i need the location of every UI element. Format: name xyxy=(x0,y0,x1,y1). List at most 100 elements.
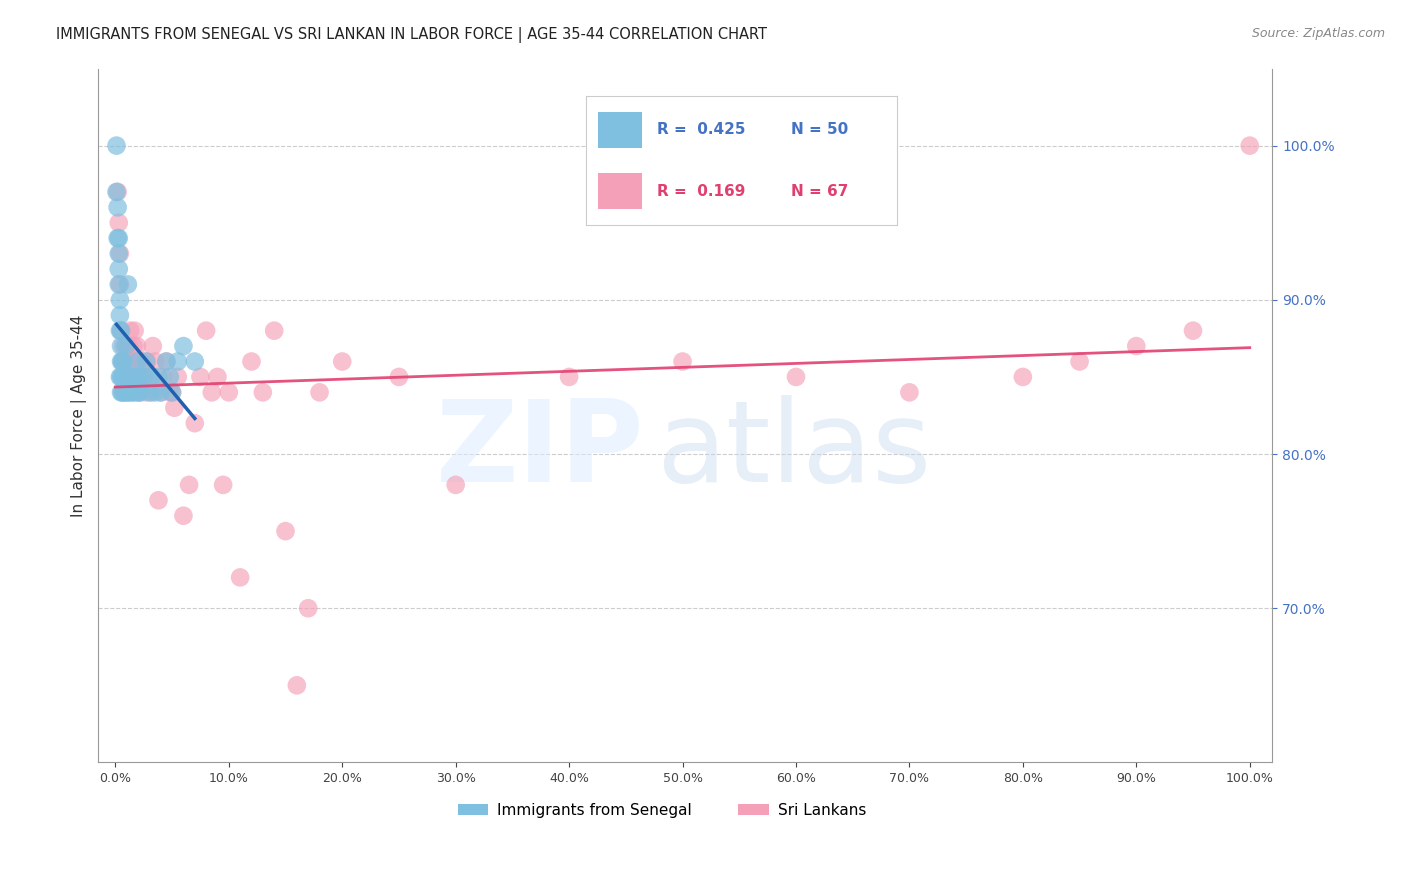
Y-axis label: In Labor Force | Age 35-44: In Labor Force | Age 35-44 xyxy=(72,314,87,516)
Point xyxy=(125,339,148,353)
Point xyxy=(108,293,131,307)
Text: IMMIGRANTS FROM SENEGAL VS SRI LANKAN IN LABOR FORCE | AGE 35-44 CORRELATION CHA: IMMIGRANTS FROM SENEGAL VS SRI LANKAN IN… xyxy=(56,27,768,43)
Point xyxy=(114,354,136,368)
Point xyxy=(172,508,194,523)
Point xyxy=(240,354,263,368)
Point xyxy=(152,370,174,384)
Point xyxy=(108,277,131,292)
Point xyxy=(163,401,186,415)
Point xyxy=(108,370,131,384)
Point xyxy=(785,370,807,384)
Point xyxy=(115,385,138,400)
Point xyxy=(124,324,146,338)
Point xyxy=(177,478,200,492)
Point xyxy=(190,370,212,384)
Point xyxy=(114,339,136,353)
Point xyxy=(195,324,218,338)
Point xyxy=(160,385,183,400)
Point xyxy=(558,370,581,384)
Text: ZIP: ZIP xyxy=(436,394,644,506)
Point xyxy=(149,385,172,400)
Point xyxy=(138,385,160,400)
Point xyxy=(107,231,129,245)
Point xyxy=(135,385,157,400)
Point xyxy=(105,138,128,153)
Point xyxy=(107,277,129,292)
Point xyxy=(107,200,129,214)
Point xyxy=(115,339,138,353)
Point xyxy=(110,354,132,368)
Point xyxy=(149,385,172,400)
Point xyxy=(108,324,131,338)
Point xyxy=(120,385,142,400)
Point xyxy=(107,216,129,230)
Point xyxy=(107,246,129,260)
Point xyxy=(444,478,467,492)
Point xyxy=(112,354,135,368)
Point xyxy=(120,370,142,384)
Point xyxy=(111,354,134,368)
Point xyxy=(263,324,285,338)
Point xyxy=(155,354,177,368)
Point xyxy=(105,185,128,199)
Point xyxy=(141,370,163,384)
Point xyxy=(160,385,183,400)
Point xyxy=(118,370,141,384)
Point xyxy=(127,354,149,368)
Point xyxy=(159,385,181,400)
Point xyxy=(111,354,134,368)
Point xyxy=(111,370,134,384)
Point xyxy=(166,354,188,368)
Point xyxy=(125,370,148,384)
Point xyxy=(132,370,155,384)
Point xyxy=(111,385,134,400)
Point xyxy=(117,370,139,384)
Point xyxy=(135,354,157,368)
Point xyxy=(117,385,139,400)
Point xyxy=(107,262,129,277)
Point xyxy=(132,370,155,384)
Point xyxy=(114,370,136,384)
Point xyxy=(138,370,160,384)
Point xyxy=(107,185,129,199)
Point xyxy=(110,339,132,353)
Point xyxy=(141,385,163,400)
Point xyxy=(252,385,274,400)
Point xyxy=(297,601,319,615)
Point xyxy=(671,354,693,368)
Point xyxy=(212,478,235,492)
Point xyxy=(112,385,135,400)
Point xyxy=(1125,339,1147,353)
Text: Source: ZipAtlas.com: Source: ZipAtlas.com xyxy=(1251,27,1385,40)
Point xyxy=(127,385,149,400)
Point xyxy=(201,385,224,400)
Point xyxy=(129,370,152,384)
Point xyxy=(308,385,330,400)
Point xyxy=(110,324,132,338)
Point xyxy=(1182,324,1205,338)
Point xyxy=(172,339,194,353)
Point xyxy=(117,277,139,292)
Point xyxy=(285,678,308,692)
Point xyxy=(330,354,353,368)
Point xyxy=(184,354,207,368)
Point xyxy=(148,493,170,508)
Point xyxy=(131,354,153,368)
Point xyxy=(1239,138,1261,153)
Point xyxy=(110,385,132,400)
Point xyxy=(124,385,146,400)
Point xyxy=(229,570,252,584)
Point xyxy=(110,370,132,384)
Point xyxy=(121,354,143,368)
Point xyxy=(274,524,297,538)
Point xyxy=(143,385,166,400)
Point xyxy=(142,339,165,353)
Point xyxy=(114,385,136,400)
Point xyxy=(388,370,411,384)
Point xyxy=(112,339,135,353)
Point xyxy=(207,370,229,384)
Point xyxy=(121,370,143,384)
Point xyxy=(128,370,150,384)
Point xyxy=(122,339,145,353)
Point xyxy=(143,354,166,368)
